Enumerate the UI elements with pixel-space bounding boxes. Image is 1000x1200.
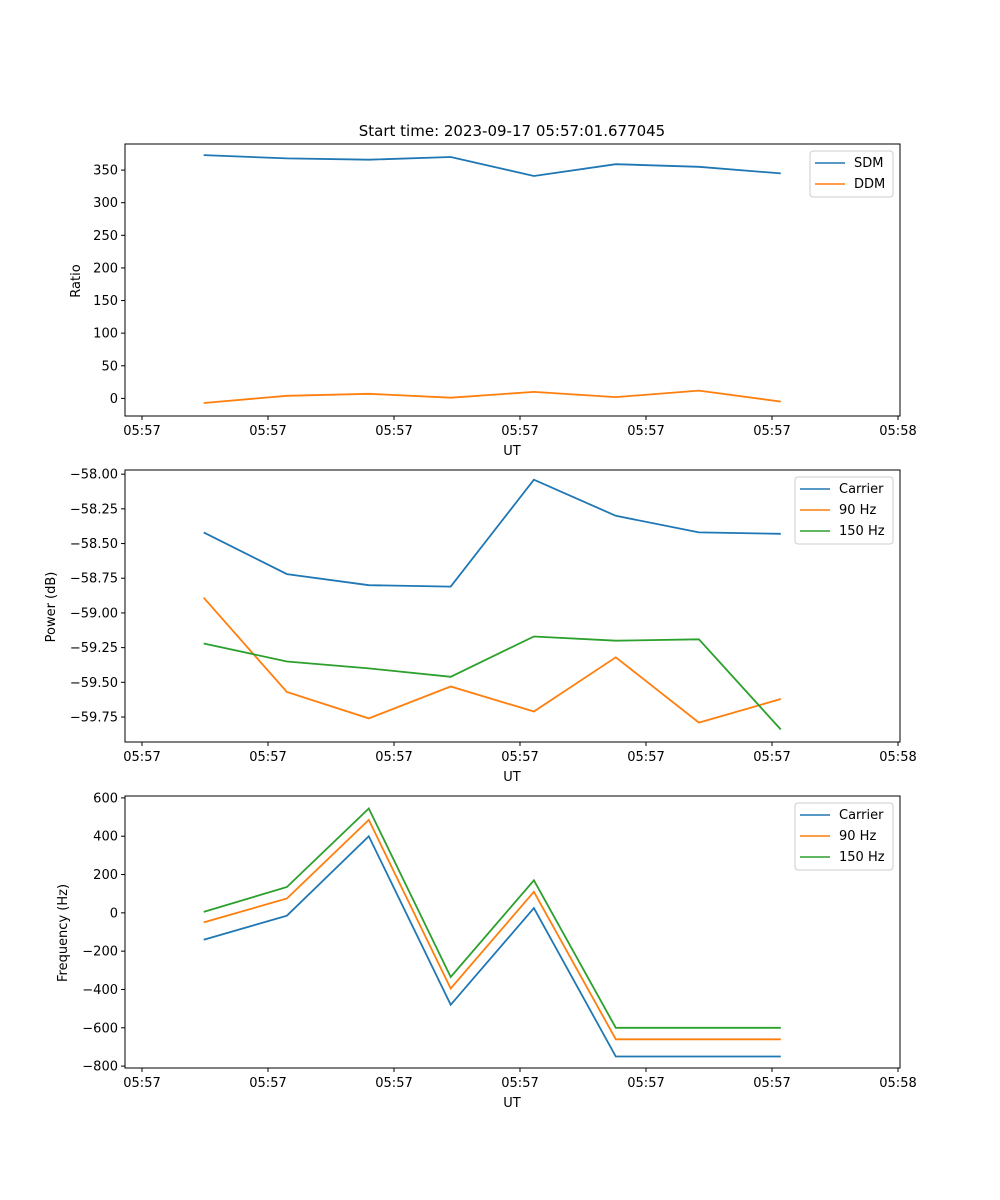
series-line-150-hz bbox=[203, 635, 782, 731]
ratio-panel-xlabel: UT bbox=[503, 444, 521, 459]
x-tick-label: 05:57 bbox=[123, 750, 160, 765]
series-line-carrier bbox=[203, 834, 781, 1058]
power-panel-xlabel: UT bbox=[503, 770, 521, 785]
legend-label-150hz: 150 Hz bbox=[839, 850, 885, 865]
y-tick-label: 600 bbox=[93, 791, 118, 806]
x-tick-label: 05:57 bbox=[249, 750, 286, 765]
x-tick-label: 05:58 bbox=[879, 1076, 916, 1091]
legend-box bbox=[794, 476, 894, 545]
y-tick-label: −58.25 bbox=[70, 502, 118, 517]
plot-frame bbox=[124, 795, 901, 1069]
y-tick-label: −58.50 bbox=[70, 537, 118, 552]
y-tick-label: −59.00 bbox=[70, 606, 118, 621]
x-tick-label: 05:58 bbox=[879, 750, 916, 765]
y-tick-label: 50 bbox=[101, 359, 118, 374]
power-panel: 05:57 05:57 05:57 05:57 05:57 05:57 05:58 −59.7… bbox=[44, 468, 917, 785]
x-tick-label: 05:57 bbox=[627, 424, 664, 439]
y-tick-label: −59.50 bbox=[70, 676, 118, 691]
y-tick-label: −200 bbox=[82, 945, 118, 960]
x-tick-label: 05:57 bbox=[501, 1076, 538, 1091]
legend-box bbox=[794, 802, 894, 871]
legend-label-90hz: 90 Hz bbox=[839, 503, 876, 518]
plot-frame bbox=[124, 143, 901, 417]
y-tick-label: 200 bbox=[93, 261, 118, 276]
y-tick-label: 0 bbox=[110, 906, 118, 921]
x-tick-label: 05:57 bbox=[123, 424, 160, 439]
series-line-ddm bbox=[203, 389, 781, 404]
ratio-panel: 05:57 05:57 05:57 05:57 05:57 05:57 05:58 0 50 10… bbox=[69, 143, 917, 459]
plot-frame bbox=[124, 469, 901, 743]
y-tick-label: 250 bbox=[93, 229, 118, 244]
x-tick-label: 05:57 bbox=[753, 1076, 790, 1091]
frequency-panel: 05:57 05:57 05:57 05:57 05:57 05:57 05:58 −800 −… bbox=[56, 791, 917, 1111]
x-tick-label: 05:57 bbox=[375, 424, 412, 439]
legend-label-carrier: Carrier bbox=[839, 482, 884, 497]
plot-area bbox=[125, 144, 900, 416]
y-tick-label: −58.00 bbox=[70, 468, 118, 483]
legend-label-150hz: 150 Hz bbox=[839, 524, 885, 539]
y-tick-label: 100 bbox=[93, 327, 118, 342]
x-tick-label: 05:57 bbox=[753, 750, 790, 765]
x-tick-label: 05:57 bbox=[753, 424, 790, 439]
y-tick-label: −58.75 bbox=[70, 572, 118, 587]
y-tick-label: 150 bbox=[93, 294, 118, 309]
legend-label-90hz: 90 Hz bbox=[839, 829, 876, 844]
y-tick-label: −600 bbox=[82, 1021, 118, 1036]
legend-label-ddm: DDM bbox=[854, 177, 885, 192]
y-tick-label: 0 bbox=[110, 392, 118, 407]
x-tick-label: 05:57 bbox=[375, 750, 412, 765]
legend-label-carrier: Carrier bbox=[839, 808, 884, 823]
legend: Carrier 90 Hz 150 Hz bbox=[794, 802, 894, 871]
series-line-150-hz bbox=[203, 806, 781, 1029]
series-line-carrier bbox=[203, 478, 781, 588]
series-line-sdm bbox=[203, 154, 781, 177]
legend-label-sdm: SDM bbox=[854, 156, 883, 171]
series-line-90-hz bbox=[203, 818, 781, 1041]
legend: SDM DDM bbox=[809, 150, 894, 198]
x-tick-label: 05:57 bbox=[249, 424, 286, 439]
legend: Carrier 90 Hz 150 Hz bbox=[794, 476, 894, 545]
x-tick-label: 05:57 bbox=[627, 1076, 664, 1091]
power-panel-ylabel: Power (dB) bbox=[44, 572, 59, 643]
y-tick-label: −400 bbox=[82, 983, 118, 998]
y-tick-label: −59.75 bbox=[70, 711, 118, 726]
ratio-panel-ylabel: Ratio bbox=[69, 264, 84, 297]
figure-title: Start time: 2023-09-17 05:57:01.677045 bbox=[359, 122, 665, 140]
y-tick-label: −800 bbox=[82, 1060, 118, 1075]
x-tick-label: 05:57 bbox=[375, 1076, 412, 1091]
x-tick-label: 05:57 bbox=[627, 750, 664, 765]
x-tick-label: 05:58 bbox=[879, 424, 916, 439]
frequency-panel-xlabel: UT bbox=[503, 1096, 521, 1111]
y-tick-label: 200 bbox=[93, 868, 118, 883]
series-line-90-hz bbox=[203, 597, 782, 724]
y-tick-label: 300 bbox=[93, 196, 118, 211]
y-tick-label: 400 bbox=[93, 830, 118, 845]
y-tick-label: 350 bbox=[93, 164, 118, 179]
plot-area bbox=[125, 470, 900, 742]
x-tick-label: 05:57 bbox=[501, 424, 538, 439]
y-tick-label: −59.25 bbox=[70, 641, 118, 656]
frequency-panel-ylabel: Frequency (Hz) bbox=[56, 884, 71, 982]
x-tick-label: 05:57 bbox=[501, 750, 538, 765]
x-tick-label: 05:57 bbox=[249, 1076, 286, 1091]
x-tick-label: 05:57 bbox=[123, 1076, 160, 1091]
